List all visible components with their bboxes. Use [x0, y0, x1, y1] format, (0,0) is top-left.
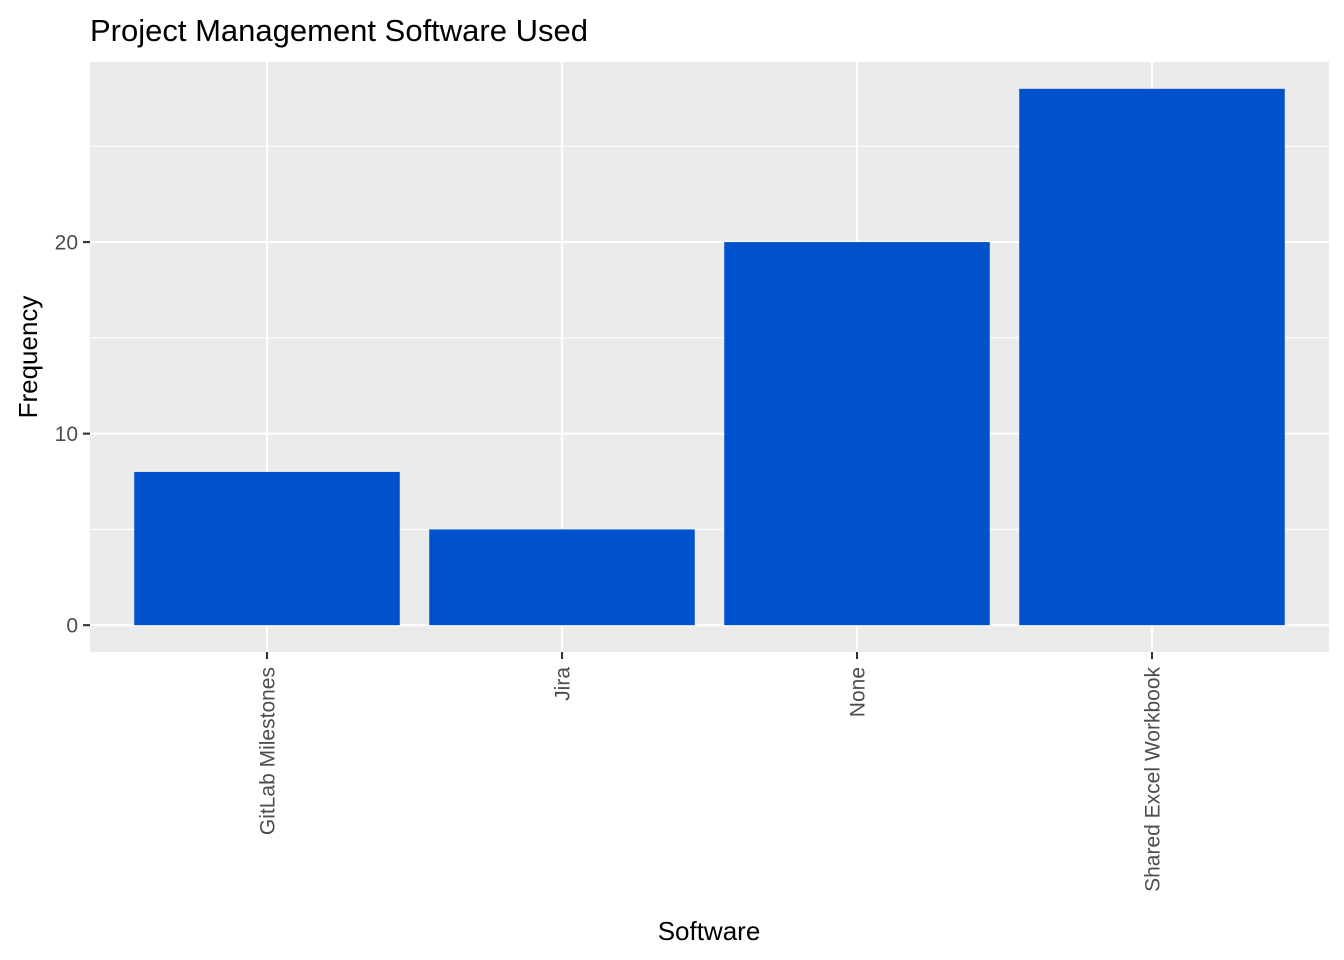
bar [1019, 88, 1285, 626]
y-tick-label: 10 [55, 423, 78, 446]
x-tick-label: Jira [552, 667, 575, 701]
x-axis: GitLab Milestones Jira None Shared Excel Wo… [257, 652, 1165, 892]
y-axis-title: Frequency [13, 296, 43, 419]
chart-title: Project Management Software Used [90, 13, 588, 48]
y-axis: 0 10 20 [55, 232, 90, 638]
x-axis-title: Software [658, 916, 761, 946]
bar [429, 529, 695, 626]
bar [134, 471, 400, 626]
x-tick-label: GitLab Milestones [257, 667, 280, 835]
x-tick-label: Shared Excel Workbook [1142, 667, 1165, 892]
bar [724, 242, 990, 626]
y-tick-label: 20 [55, 232, 78, 255]
y-tick-label: 0 [66, 615, 78, 638]
x-tick-label: None [847, 667, 870, 717]
bars [134, 88, 1285, 626]
